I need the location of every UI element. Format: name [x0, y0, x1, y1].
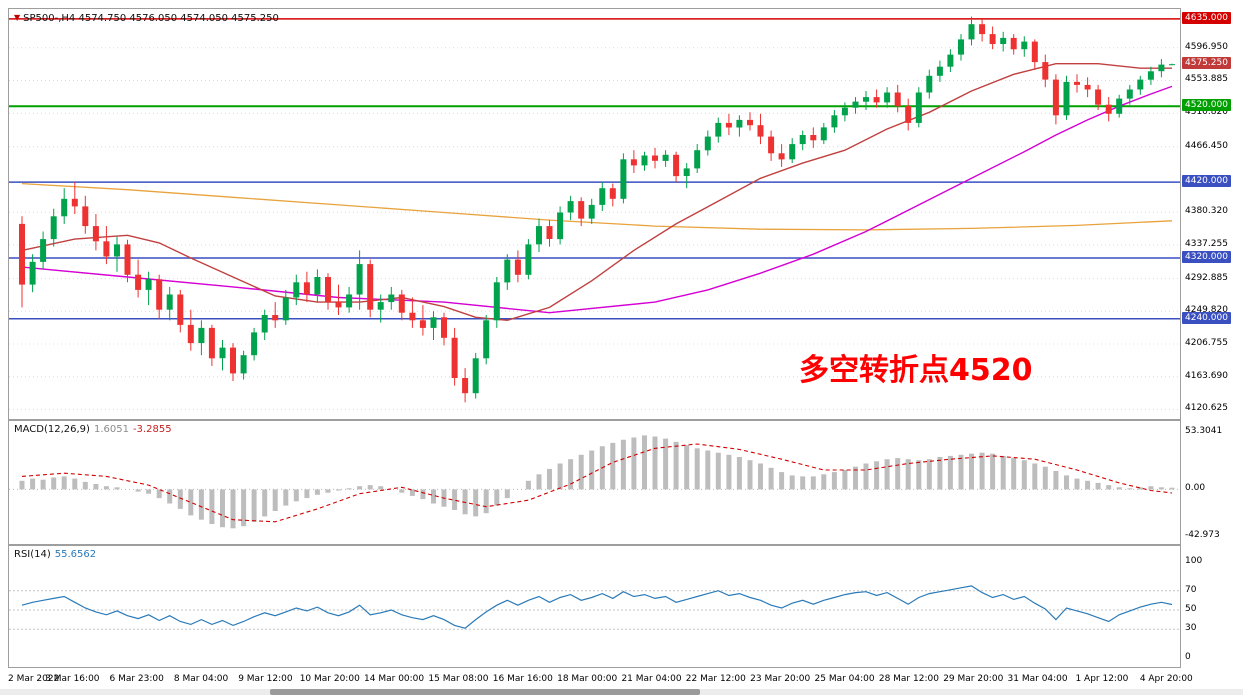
- price-tick-label: 4337.255: [1185, 238, 1228, 249]
- time-tick-label: 22 Mar 12:00: [685, 674, 746, 684]
- price-tick-label: 4163.690: [1185, 370, 1228, 381]
- price-level-badge: 4575.250: [1182, 57, 1231, 70]
- price-tick-label: 4466.450: [1185, 140, 1228, 151]
- time-tick-label: 8 Mar 04:00: [173, 674, 229, 684]
- chart-title-text: SP500-,H4 4574.750 4576.050 4574.050 457…: [23, 13, 279, 24]
- macd-name: MACD(12,26,9): [14, 424, 90, 435]
- rsi-tick-label: 70: [1185, 584, 1197, 595]
- time-tick-label: 16 Mar 16:00: [492, 674, 553, 684]
- rsi-tick-label: 100: [1185, 555, 1203, 566]
- price-level-badge: 4240.000: [1182, 311, 1231, 324]
- macd-tick-label: 0.00: [1185, 483, 1206, 494]
- time-tick-label: 25 Mar 04:00: [814, 674, 875, 684]
- time-tick-label: 3 Mar 16:00: [45, 674, 100, 684]
- price-chart-canvas[interactable]: [9, 9, 1180, 419]
- macd-main-value: 1.6051: [93, 424, 129, 435]
- price-tick-label: 4596.950: [1185, 41, 1228, 52]
- time-tick-label: 4 Apr 20:00: [1139, 674, 1193, 684]
- price-tick-label: 4553.885: [1185, 74, 1228, 85]
- time-tick-label: 10 Mar 20:00: [299, 674, 360, 684]
- time-tick-label: 28 Mar 12:00: [878, 674, 939, 684]
- price-tick-label: 4380.320: [1185, 206, 1228, 217]
- macd-tick-label: 53.3041: [1185, 425, 1223, 436]
- price-tick-label: 4249.820: [1185, 305, 1228, 316]
- price-tick-label: 4292.885: [1185, 272, 1228, 283]
- macd-canvas[interactable]: [9, 421, 1180, 544]
- price-level-badge: 4320.000: [1182, 251, 1231, 264]
- annotation-text: 多空转折点4520: [799, 353, 1033, 388]
- rsi-canvas[interactable]: [9, 546, 1180, 667]
- horizontal-scrollbar[interactable]: [0, 689, 1243, 695]
- time-tick-label: 31 Mar 04:00: [1007, 674, 1068, 684]
- price-tick-label: 4120.625: [1185, 403, 1228, 414]
- chart-title: ▼ SP500-,H4 4574.750 4576.050 4574.050 45…: [14, 13, 279, 24]
- time-tick-label: 2 Mar 2022: [8, 674, 60, 684]
- macd-label: MACD(12,26,9) 1.6051 -3.2855: [14, 424, 172, 435]
- rsi-tick-label: 0: [1185, 652, 1191, 663]
- time-tick-label: 9 Mar 12:00: [238, 674, 293, 684]
- rsi-label: RSI(14) 55.6562: [14, 549, 96, 560]
- time-tick-label: 15 Mar 08:00: [428, 674, 489, 684]
- price-tick-label: 4510.820: [1185, 107, 1228, 118]
- price-level-badge: 4520.000: [1182, 99, 1231, 112]
- price-tick-label: 4206.755: [1185, 338, 1228, 349]
- time-tick-label: 1 Apr 12:00: [1075, 674, 1129, 684]
- price-level-badge: 4635.000: [1182, 11, 1231, 24]
- symbol-marker-icon: ▼: [14, 13, 21, 22]
- macd-tick-label: -42.973: [1185, 529, 1220, 540]
- time-tick-label: 6 Mar 23:00: [109, 674, 164, 684]
- time-tick-label: 18 Mar 00:00: [557, 674, 618, 684]
- time-tick-label: 21 Mar 04:00: [621, 674, 682, 684]
- scrollbar-thumb[interactable]: [270, 689, 700, 695]
- macd-signal-value: -3.2855: [132, 424, 172, 435]
- time-tick-label: 29 Mar 20:00: [943, 674, 1004, 684]
- price-level-badge: 4420.000: [1182, 175, 1231, 188]
- rsi-tick-label: 30: [1185, 623, 1197, 634]
- main-chart-panel: ▼ SP500-,H4 4574.750 4576.050 4574.050 45…: [8, 8, 1181, 420]
- rsi-value: 55.6562: [54, 549, 97, 560]
- rsi-tick-label: 50: [1185, 603, 1197, 614]
- time-tick-label: 14 Mar 00:00: [364, 674, 425, 684]
- rsi-name: RSI(14): [14, 549, 51, 560]
- time-tick-label: 23 Mar 20:00: [750, 674, 811, 684]
- macd-panel: MACD(12,26,9) 1.6051 -3.2855: [8, 420, 1181, 545]
- rsi-panel: RSI(14) 55.6562: [8, 545, 1181, 668]
